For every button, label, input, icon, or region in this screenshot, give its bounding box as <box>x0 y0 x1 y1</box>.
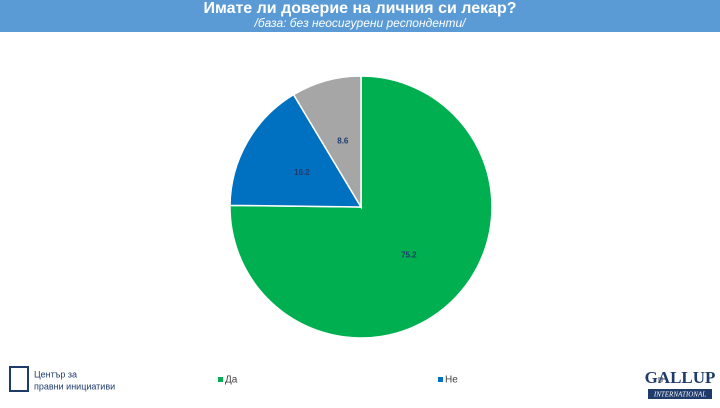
legend-marker <box>658 377 663 382</box>
logo-right: GALLUP INTERNATIONAL <box>645 368 716 399</box>
data-label: 16.2 <box>294 168 310 177</box>
logo-text: INTERNATIONAL <box>653 391 706 399</box>
data-label: 8.6 <box>337 136 349 145</box>
logo-text: правни инициативи <box>34 381 115 391</box>
header-band <box>0 0 720 32</box>
logo-text: Център за <box>34 369 77 379</box>
pie-slice <box>229 93 363 208</box>
legend-label: Не <box>445 375 458 386</box>
pie-slice <box>292 75 362 210</box>
logo-left: Център за правни инициативи <box>9 366 115 392</box>
legend-marker <box>438 377 443 382</box>
legend-marker <box>218 377 223 382</box>
logo-band <box>648 389 712 399</box>
legend-label: Да <box>225 375 238 386</box>
chart-title: Имате ли доверие на личния си лекар? <box>203 0 516 17</box>
data-label: 75.2 <box>401 251 417 260</box>
pie-slice <box>229 75 493 339</box>
logo-text: GALLUP <box>645 368 716 387</box>
chart-subtitle: /база: без неосигурени респонденти/ <box>254 16 468 30</box>
logo-icon <box>9 366 29 392</box>
